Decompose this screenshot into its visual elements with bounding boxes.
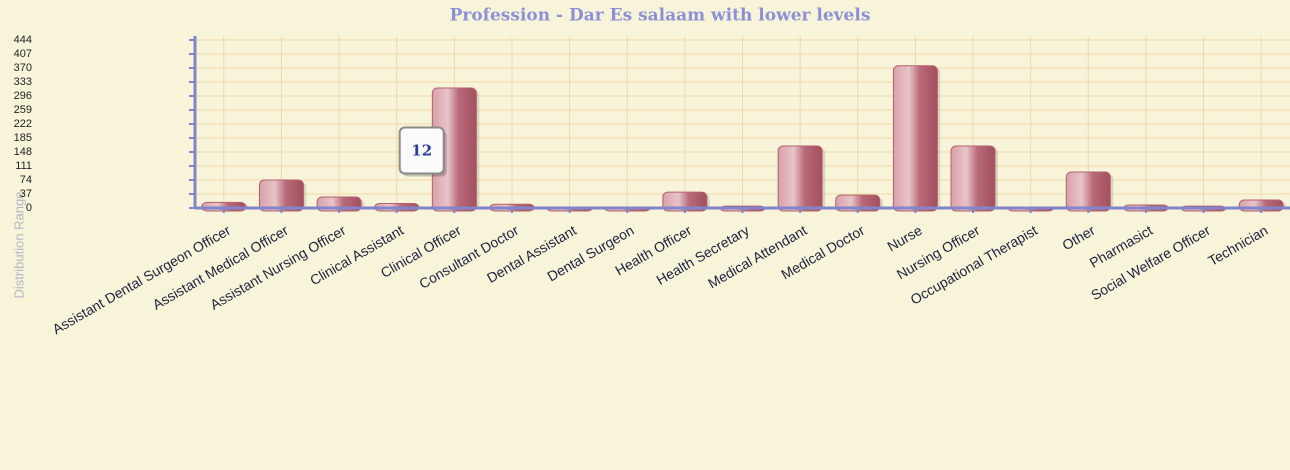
bar xyxy=(1065,171,1111,212)
y-tick-label: 333 xyxy=(14,76,32,88)
y-tick-label: 407 xyxy=(14,48,32,60)
bar xyxy=(258,179,304,212)
y-tick-label: 185 xyxy=(14,132,32,144)
bar xyxy=(892,65,938,212)
y-axis-label: Distribution Range xyxy=(11,192,26,299)
x-tick-label: Nurse xyxy=(884,222,925,255)
axes xyxy=(189,36,1290,213)
tooltip: 12 xyxy=(398,126,447,177)
y-tick-label: 296 xyxy=(14,90,32,102)
y-tick-label: 37 xyxy=(20,188,32,200)
bar xyxy=(950,145,996,212)
y-tick-label: 444 xyxy=(14,34,32,46)
tooltip-box xyxy=(398,126,445,175)
grid xyxy=(195,36,1290,209)
x-tick-label: Technician xyxy=(1205,222,1270,269)
y-tick-label: 148 xyxy=(14,146,32,158)
x-tick-label: Other xyxy=(1059,222,1098,254)
y-tick-label: 111 xyxy=(15,160,32,172)
y-tick-label: 74 xyxy=(20,174,32,186)
tooltip-text: 12 xyxy=(411,141,432,159)
y-tick-label: 259 xyxy=(14,104,32,116)
y-tick-label: 370 xyxy=(14,62,32,74)
x-tick-label: Medical Attendant xyxy=(705,222,809,292)
x-tick-label: Consultant Doctor xyxy=(416,222,521,292)
y-tick-label: 0 xyxy=(26,202,32,214)
y-tick-label: 222 xyxy=(14,118,32,130)
chart-title: Profession - Dar Es salaam with lower le… xyxy=(450,6,871,26)
bar xyxy=(777,145,823,212)
